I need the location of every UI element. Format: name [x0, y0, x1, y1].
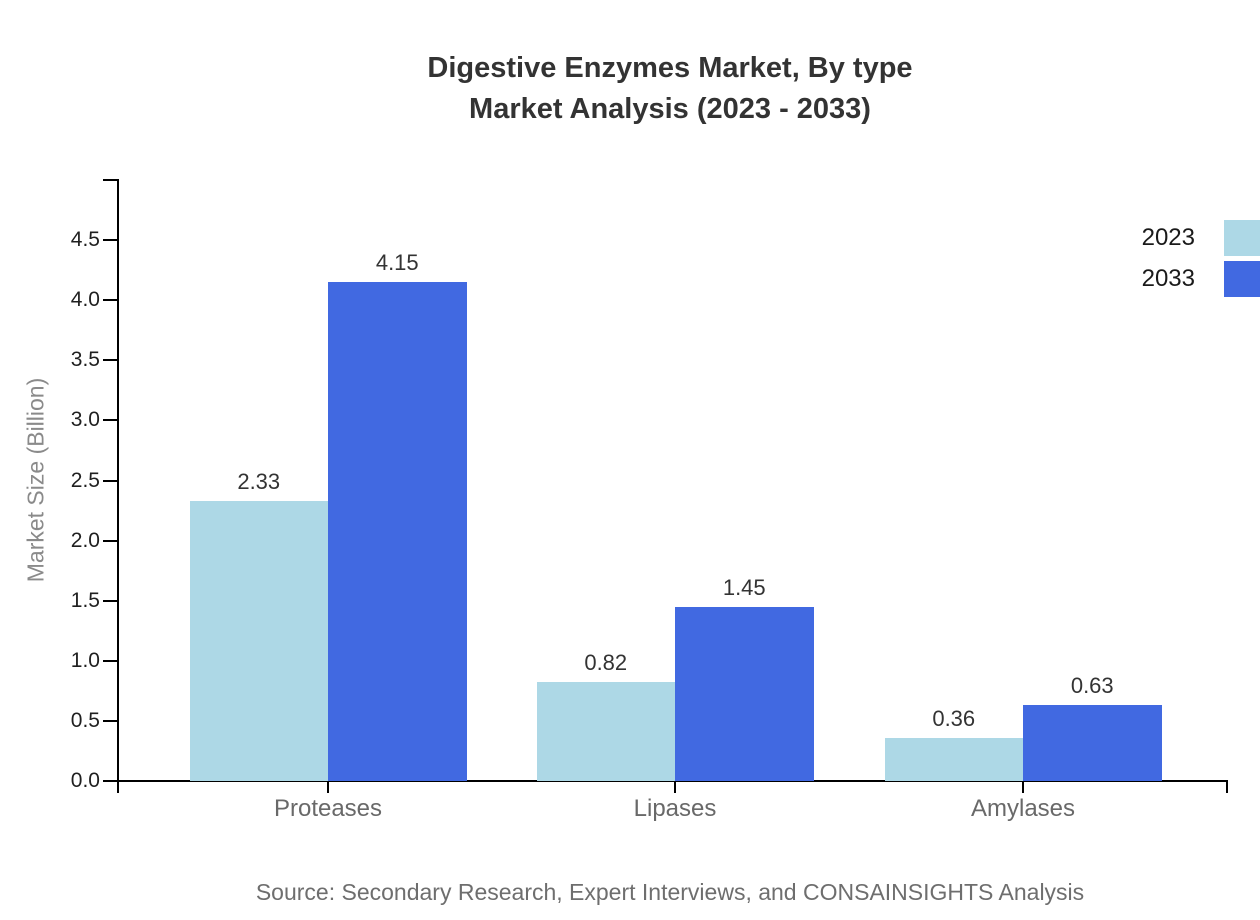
bar-lipases-2023 — [536, 682, 675, 781]
bar-amylases-2033 — [1023, 705, 1162, 781]
legend-label: 2023 — [1141, 224, 1195, 251]
y-tick-label: 3.5 — [70, 348, 100, 372]
y-tick-label: 1.5 — [70, 588, 100, 612]
y-tick-label: 2.5 — [70, 468, 100, 492]
y-tick — [103, 479, 118, 482]
y-tick-label: 0.5 — [70, 708, 100, 732]
legend-swatch — [1224, 220, 1260, 256]
y-axis-end-cap — [103, 179, 119, 181]
y-tick-label: 3.0 — [70, 408, 100, 432]
bar-value-label: 0.63 — [1070, 673, 1114, 699]
bar-value-label: 1.45 — [722, 574, 766, 600]
legend-label: 2033 — [1141, 265, 1195, 292]
bar-proteases-2033 — [328, 282, 467, 781]
y-tick — [103, 299, 118, 302]
legend-item-2023: 2023 — [1142, 220, 1260, 256]
y-tick — [103, 659, 118, 662]
y-tick — [103, 599, 118, 602]
bar-value-label: 0.36 — [932, 705, 976, 731]
bar-value-label: 2.33 — [237, 468, 281, 494]
y-tick-label: 1.0 — [70, 648, 100, 672]
x-tick — [674, 781, 676, 793]
y-tick-label: 4.0 — [70, 288, 100, 312]
legend-swatch — [1224, 261, 1260, 297]
y-tick-label: 4.5 — [70, 228, 100, 252]
bar-proteases-2023 — [189, 500, 328, 781]
x-category-label: Lipases — [633, 795, 717, 822]
y-tick — [103, 719, 118, 722]
y-tick — [103, 419, 118, 422]
y-tick — [103, 780, 118, 782]
source-note: Source: Secondary Research, Expert Inter… — [255, 879, 1085, 905]
legend-item-2033: 2033 — [1142, 261, 1260, 297]
x-category-label: Amylases — [970, 795, 1076, 822]
x-category-label: Proteases — [273, 795, 383, 822]
chart-title-line2: Market Analysis (2023 - 2033) — [469, 93, 871, 125]
x-tick — [1022, 781, 1024, 793]
bar-amylases-2023 — [884, 737, 1023, 781]
bar-value-label: 0.82 — [584, 650, 628, 676]
y-tick-label: 0.0 — [70, 769, 100, 792]
y-tick — [103, 359, 118, 362]
y-tick — [103, 539, 118, 542]
bar-lipases-2033 — [675, 606, 814, 781]
bar-value-label: 4.15 — [375, 250, 419, 276]
chart-title: Digestive Enzymes Market, By type Market… — [80, 48, 1260, 130]
y-axis-line — [117, 179, 119, 793]
y-tick-label: 2.0 — [70, 528, 100, 552]
x-axis-line — [112, 780, 1228, 782]
chart-title-line1: Digestive Enzymes Market, By type — [427, 52, 913, 84]
y-tick — [103, 239, 118, 242]
x-tick — [327, 781, 329, 793]
x-axis-end-tick — [1226, 781, 1228, 793]
